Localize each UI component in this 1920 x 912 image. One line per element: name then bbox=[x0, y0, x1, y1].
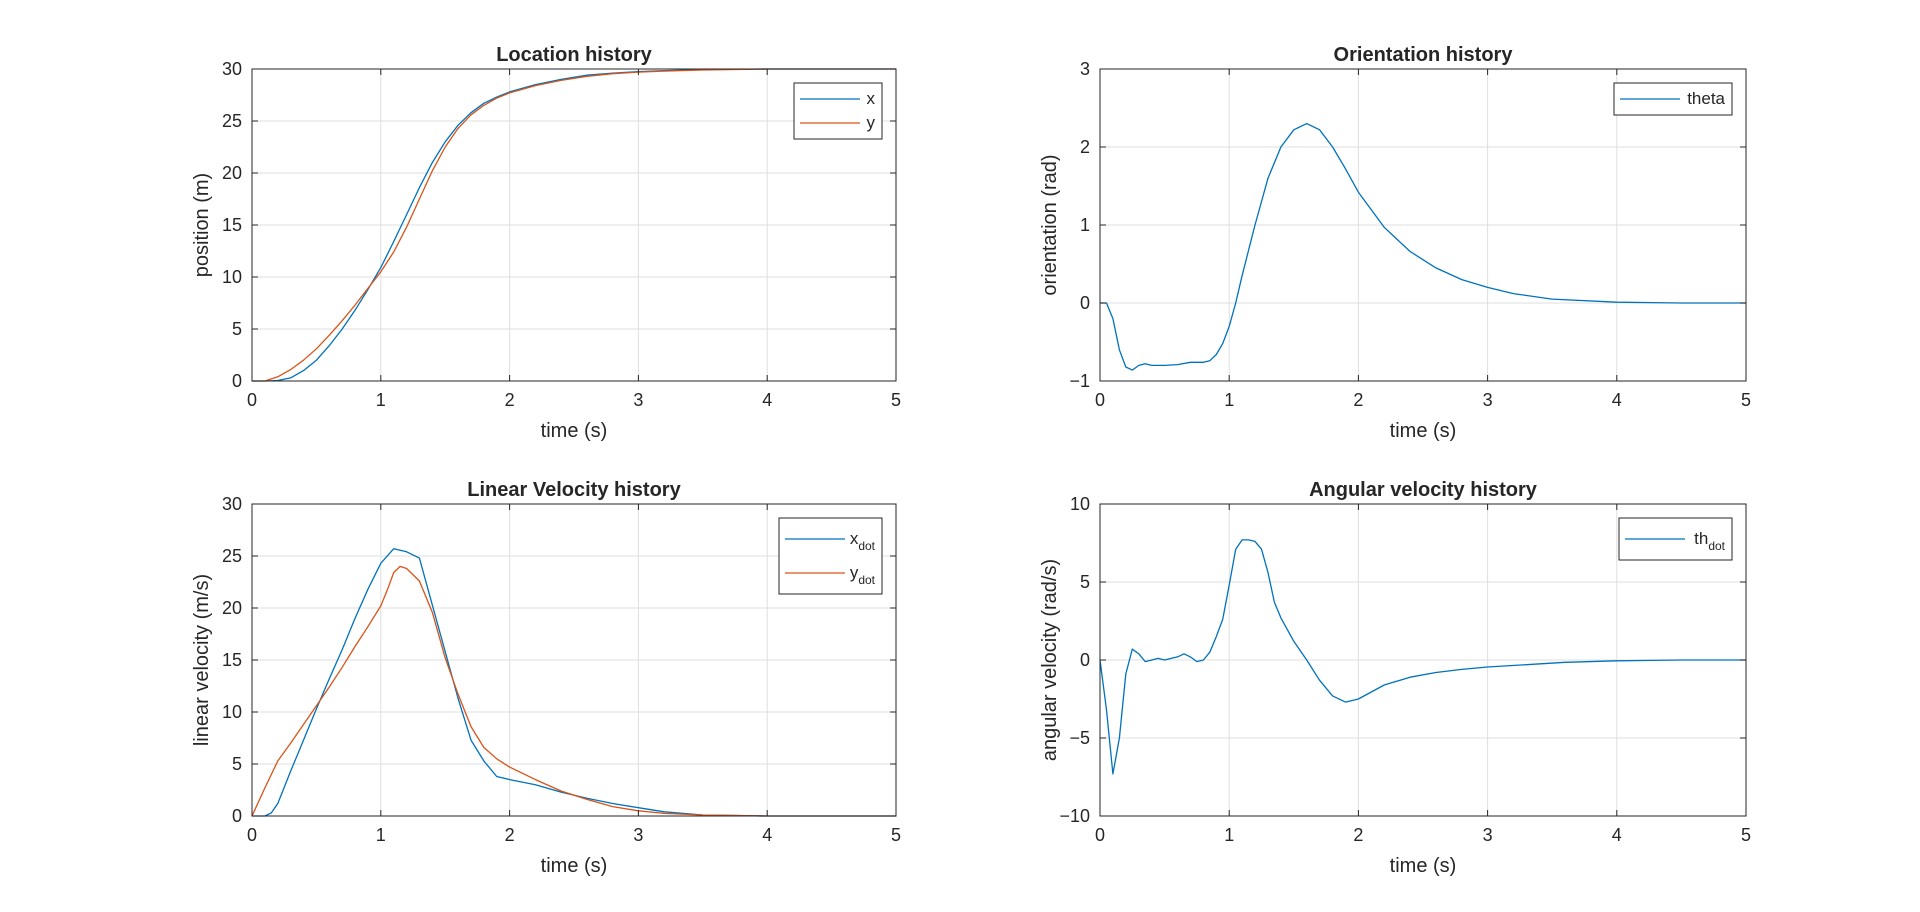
legend-entry-label: y bbox=[867, 113, 876, 132]
y-tick-label: 5 bbox=[1080, 572, 1090, 592]
y-tick-label: −5 bbox=[1069, 728, 1090, 748]
chart-title: Orientation history bbox=[1334, 44, 1514, 66]
x-tick-label: 0 bbox=[1095, 825, 1105, 845]
chart-panel-3: 0 1 2 3 4 5 0 5 10 15 20 25 30 Linear Velocity histor… bbox=[191, 479, 901, 877]
x-axis-label: time (s) bbox=[541, 855, 608, 877]
y-tick-label: 10 bbox=[1070, 494, 1090, 514]
x-tick-label: 4 bbox=[762, 825, 772, 845]
legend-entry-label: thdot bbox=[1694, 529, 1726, 553]
series-line-1 bbox=[252, 548, 896, 817]
x-tick-label: 3 bbox=[633, 825, 643, 845]
y-tick-label: 15 bbox=[222, 215, 242, 235]
x-tick-label: 5 bbox=[1741, 390, 1751, 410]
y-tick-label: 30 bbox=[222, 59, 242, 79]
y-tick-label: 3 bbox=[1080, 59, 1090, 79]
y-tick-label: 5 bbox=[232, 319, 242, 339]
x-tick-label: 5 bbox=[891, 825, 901, 845]
legend-box bbox=[778, 517, 883, 595]
y-tick-label: 30 bbox=[222, 494, 242, 514]
y-tick-label: 20 bbox=[222, 163, 242, 183]
legend-entry-label: ydot bbox=[850, 563, 876, 587]
y-axis-label: linear velocity (m/s) bbox=[191, 574, 213, 746]
x-tick-label: 1 bbox=[376, 825, 386, 845]
x-tick-label: 4 bbox=[1612, 390, 1622, 410]
x-tick-label: 2 bbox=[1353, 825, 1363, 845]
y-tick-label: 0 bbox=[232, 371, 242, 391]
y-tick-label: 0 bbox=[1080, 293, 1090, 313]
x-tick-label: 5 bbox=[1741, 825, 1751, 845]
y-tick-label: 10 bbox=[222, 267, 242, 287]
x-tick-label: 1 bbox=[1224, 390, 1234, 410]
y-tick-label: 1 bbox=[1080, 215, 1090, 235]
chart-title: Angular velocity history bbox=[1309, 479, 1538, 501]
legend-entry-label: x bbox=[867, 89, 876, 108]
chart-panel-4: 0 1 2 3 4 5 −10 −5 0 5 10 Angular velocity history t… bbox=[1039, 479, 1751, 877]
y-tick-label: 20 bbox=[222, 598, 242, 618]
legend: thdot bbox=[1618, 517, 1733, 561]
legend: xdot ydot bbox=[778, 517, 883, 595]
x-tick-label: 1 bbox=[1224, 825, 1234, 845]
x-tick-label: 0 bbox=[247, 390, 257, 410]
y-tick-label: −1 bbox=[1069, 371, 1090, 391]
y-tick-label: 0 bbox=[232, 806, 242, 826]
chart-title: Location history bbox=[496, 44, 652, 66]
y-tick-label: 25 bbox=[222, 111, 242, 131]
y-tick-label: −10 bbox=[1059, 806, 1090, 826]
x-axis-label: time (s) bbox=[1390, 855, 1457, 877]
legend-entry-label: theta bbox=[1687, 89, 1725, 108]
x-tick-label: 2 bbox=[505, 825, 515, 845]
x-axis-label: time (s) bbox=[1390, 420, 1457, 442]
x-tick-label: 1 bbox=[376, 390, 386, 410]
chart-panel-1: 0 1 2 3 4 5 0 5 10 15 20 25 30 Location history time (… bbox=[191, 44, 901, 442]
x-tick-label: 5 bbox=[891, 390, 901, 410]
legend: theta bbox=[1613, 82, 1733, 116]
x-tick-label: 0 bbox=[247, 825, 257, 845]
y-tick-label: 0 bbox=[1080, 650, 1090, 670]
y-tick-label: 25 bbox=[222, 546, 242, 566]
x-tick-label: 4 bbox=[1612, 825, 1622, 845]
y-tick-label: 10 bbox=[222, 702, 242, 722]
series-line-2 bbox=[251, 565, 896, 817]
y-tick-label: 15 bbox=[222, 650, 242, 670]
y-axis-label: angular velocity (rad/s) bbox=[1039, 559, 1061, 761]
x-tick-label: 2 bbox=[1353, 390, 1363, 410]
x-tick-label: 4 bbox=[762, 390, 772, 410]
x-tick-label: 0 bbox=[1095, 390, 1105, 410]
legend-entry-label: xdot bbox=[850, 529, 876, 553]
x-axis-label: time (s) bbox=[541, 420, 608, 442]
series-line-1 bbox=[1100, 122, 1746, 371]
legend: xy bbox=[793, 82, 883, 140]
series-line-1 bbox=[1099, 539, 1746, 775]
y-tick-label: 5 bbox=[232, 754, 242, 774]
y-axis-label: position (m) bbox=[191, 173, 213, 277]
y-tick-label: 2 bbox=[1080, 137, 1090, 157]
legend-box bbox=[793, 82, 883, 140]
x-tick-label: 3 bbox=[1483, 390, 1493, 410]
x-tick-label: 3 bbox=[1483, 825, 1493, 845]
y-axis-label: orientation (rad) bbox=[1039, 154, 1061, 295]
x-tick-label: 2 bbox=[505, 390, 515, 410]
x-tick-label: 3 bbox=[633, 390, 643, 410]
chart-title: Linear Velocity history bbox=[467, 479, 681, 501]
